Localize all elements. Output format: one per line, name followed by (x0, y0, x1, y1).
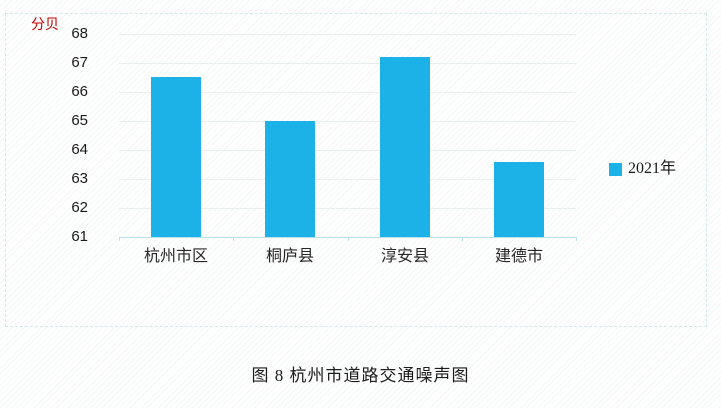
y-axis-tick-label: 67 (71, 54, 88, 71)
y-axis-tick-label: 62 (71, 199, 88, 216)
x-axis-tick (348, 237, 349, 241)
x-axis-category-label: 杭州市区 (143, 248, 208, 265)
x-axis-category-label: 淳安县 (380, 248, 429, 265)
x-axis-line (119, 237, 576, 238)
legend: 2021年 (609, 159, 676, 179)
gridline (119, 121, 576, 122)
bar-杭州市区 (151, 77, 201, 237)
gridline (119, 208, 576, 209)
gridline (119, 34, 576, 35)
x-axis-tick (233, 237, 234, 241)
legend-color-swatch (609, 162, 622, 176)
legend-series-label: 2021年 (628, 160, 677, 177)
y-axis-tick-label: 65 (71, 112, 88, 129)
bar-建德市 (494, 162, 544, 237)
gridline (119, 63, 576, 64)
chart-frame: 分贝 杭州市区 桐庐县 淳安县 建德市 2021年 61 62 63 64 65 66 67 68 (5, 13, 707, 327)
y-axis-unit-label: 分贝 (31, 18, 59, 33)
x-axis-tick (119, 237, 120, 241)
y-axis-tick-label: 68 (71, 25, 88, 42)
x-axis-category-label: 建德市 (494, 248, 543, 265)
y-axis-tick-label: 63 (71, 170, 88, 187)
x-axis-tick (462, 237, 463, 241)
gridline (119, 179, 576, 180)
x-axis-tick (576, 237, 577, 241)
gridline (119, 150, 576, 151)
bar-桐庐县 (265, 121, 315, 237)
x-axis-category-label: 桐庐县 (265, 248, 314, 265)
y-axis-tick-label: 61 (71, 228, 88, 245)
gridline (119, 92, 576, 93)
chart-caption: 图 8 杭州市道路交通噪声图 (251, 366, 470, 385)
y-axis-tick-label: 64 (71, 141, 88, 158)
y-axis-tick-label: 66 (71, 83, 88, 100)
plot-area: 杭州市区 桐庐县 淳安县 建德市 (119, 34, 577, 265)
bar-淳安县 (380, 57, 430, 237)
